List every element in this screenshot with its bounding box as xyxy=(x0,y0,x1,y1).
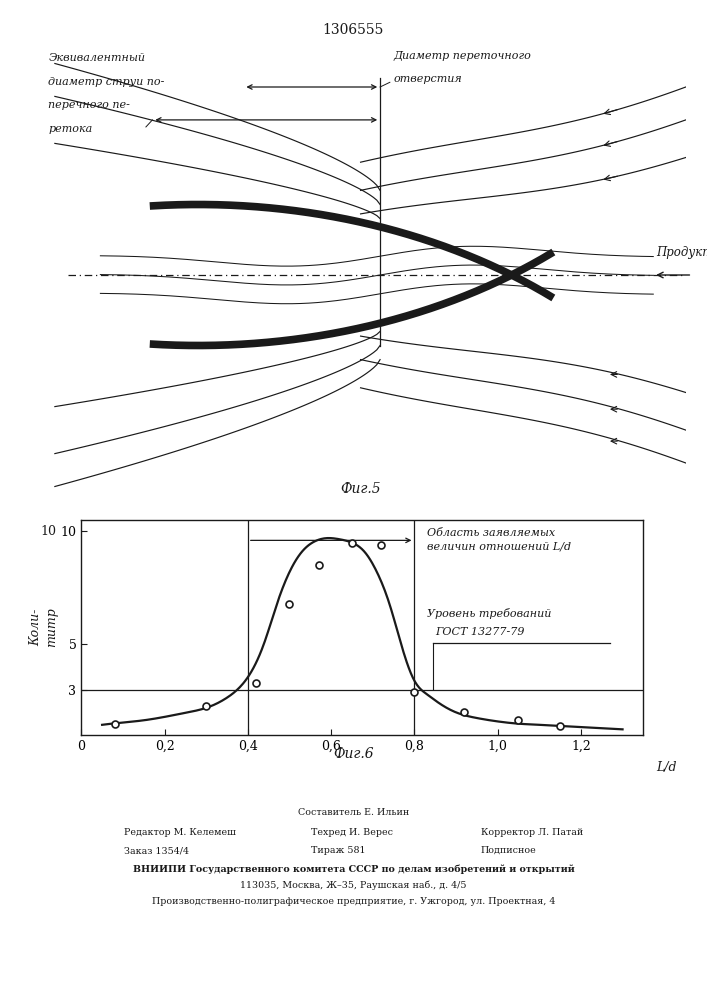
Text: ВНИИПИ Государственного комитета СССР по делам изобретений и открытий: ВНИИПИ Государственного комитета СССР по… xyxy=(133,864,574,874)
Text: 1306555: 1306555 xyxy=(323,23,384,37)
Text: Редактор М. Келемеш: Редактор М. Келемеш xyxy=(124,828,235,837)
Text: перечного пе-: перечного пе- xyxy=(48,100,130,110)
Text: Область заявляемых: Область заявляемых xyxy=(427,528,555,538)
Text: величин отношений L/d: величин отношений L/d xyxy=(427,541,571,551)
Text: диаметр струи по-: диаметр струи по- xyxy=(48,77,165,87)
Text: Уровень требований: Уровень требований xyxy=(427,608,551,619)
Text: Диаметр переточного: Диаметр переточного xyxy=(393,51,531,61)
Text: Производственно-полиграфическое предприятие, г. Ужгород, ул. Проектная, 4: Производственно-полиграфическое предприя… xyxy=(152,897,555,906)
Y-axis label: Коли-
титр: Коли- титр xyxy=(30,608,58,647)
Text: Фиг.6: Фиг.6 xyxy=(333,747,374,761)
Text: 113035, Москва, Ж–35, Раушская наб., д. 4/5: 113035, Москва, Ж–35, Раушская наб., д. … xyxy=(240,880,467,890)
Text: Корректор Л. Патай: Корректор Л. Патай xyxy=(481,828,583,837)
Text: 10: 10 xyxy=(40,525,57,538)
Text: Продукт: Продукт xyxy=(657,246,707,259)
Text: L/d: L/d xyxy=(656,761,677,774)
Text: ретока: ретока xyxy=(48,124,93,134)
Text: Техред И. Верес: Техред И. Верес xyxy=(311,828,393,837)
Text: отверстия: отверстия xyxy=(393,74,462,84)
Text: Заказ 1354/4: Заказ 1354/4 xyxy=(124,846,189,855)
Text: Тираж 581: Тираж 581 xyxy=(311,846,366,855)
Text: Подписное: Подписное xyxy=(481,846,537,855)
Text: Эквивалентный: Эквивалентный xyxy=(48,53,146,63)
Text: Составитель Е. Ильин: Составитель Е. Ильин xyxy=(298,808,409,817)
Text: ГОСТ 13277-79: ГОСТ 13277-79 xyxy=(436,627,525,637)
Text: Фиг.5: Фиг.5 xyxy=(340,482,381,496)
